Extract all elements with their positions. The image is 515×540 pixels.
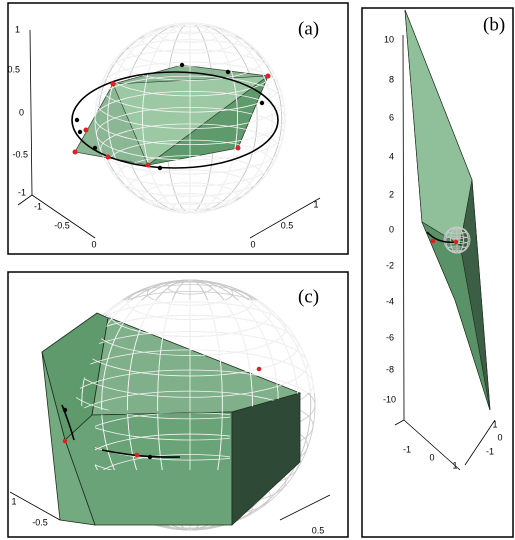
black-point (63, 408, 67, 412)
z-tick-label: 6 (389, 112, 394, 122)
y-tick-label: 1 (492, 419, 497, 429)
shape (93, 146, 97, 150)
z-tick-label: -0.5 (12, 149, 28, 159)
shape (146, 163, 151, 168)
x-tick-label: -1 (34, 201, 42, 211)
z-tick-label: 4 (389, 151, 394, 161)
panel-label: (a) (298, 18, 319, 39)
y-tick-label: 0 (497, 432, 502, 442)
shape (226, 70, 230, 74)
panel-label: (c) (298, 286, 319, 307)
shape (260, 101, 264, 105)
x-tick-label: 1 (11, 496, 16, 506)
black-point (148, 455, 152, 459)
z-tick-label: -2 (386, 260, 394, 270)
shape (75, 118, 79, 122)
x-tick-label: 0 (91, 239, 96, 249)
x-tick-label: 1 (452, 460, 457, 470)
z-tick-label: 10 (384, 34, 394, 44)
polytope-face (65, 412, 232, 525)
z-tick-label: 2 (389, 189, 394, 199)
z-tick-label: 0 (389, 224, 394, 234)
shape (111, 82, 116, 87)
panel-b: (b) 10 8 6 4 2 0 -2 -4 -6 -8 -10 -1 0 1 … (362, 8, 513, 537)
z-tick-label: -6 (386, 332, 394, 342)
z-tick-label: -8 (386, 364, 394, 374)
shape (106, 155, 111, 160)
shape (84, 128, 89, 133)
panel-c: (c) 1 -0.5 0.5 (8, 272, 348, 537)
z-tick-label: -1 (18, 187, 26, 197)
y-tick-label: 0.5 (312, 525, 325, 535)
shape (266, 74, 271, 79)
shape (236, 146, 241, 151)
red-point (454, 240, 459, 245)
z-tick-label: -10 (383, 394, 396, 404)
y-tick-label: -1 (486, 446, 494, 456)
x-tick-label: -0.5 (54, 220, 70, 230)
x-tick-label: -1 (403, 444, 411, 454)
z-tick-label: 8 (389, 74, 394, 84)
z-tick-label: 0 (19, 107, 24, 117)
shape (78, 130, 82, 134)
figure: (a) 1 0.5 0 -0.5 -1 -1 -0.5 0 1 0.5 0 (b… (0, 0, 515, 540)
y-tick-label: 0.5 (281, 220, 294, 230)
y-tick-label: 0 (250, 239, 255, 249)
red-point (431, 239, 436, 244)
panel-a: (a) 1 0.5 0 -0.5 -1 -1 -0.5 0 1 0.5 0 (7, 3, 348, 254)
panel-frame (362, 8, 513, 537)
red-point (135, 453, 140, 458)
shape (73, 150, 78, 155)
x-tick-label: -0.5 (32, 517, 48, 527)
z-tick-label: -4 (386, 296, 394, 306)
z-tick-label: 1 (15, 24, 20, 34)
shape (180, 63, 184, 67)
shape (158, 166, 162, 170)
z-tick-label: 0.5 (7, 64, 20, 74)
red-point (63, 439, 68, 444)
panel-label: (b) (483, 14, 505, 35)
y-tick-label: 1 (313, 199, 318, 209)
x-tick-label: 0 (429, 452, 434, 462)
red-point (257, 367, 262, 372)
